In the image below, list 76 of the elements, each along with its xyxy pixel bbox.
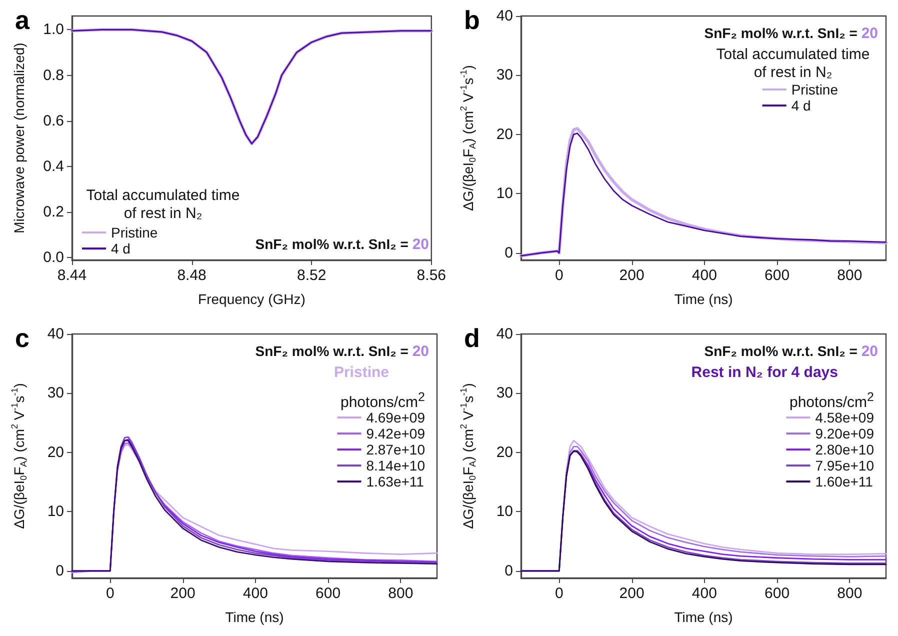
y-tick-label: 20 [47,444,64,461]
legend-title: photons/cm$^{2}$ [790,389,874,412]
legend-label: 7.95e+10 [815,458,874,474]
y-tick-label: 20 [496,444,513,461]
x-tick-label: 8.48 [177,267,206,284]
y-tick-label: 1.0 [43,21,64,38]
x-tick-label: 200 [170,585,196,602]
y-tick-label: 10 [496,503,513,520]
legend-label: 1.63e+11 [366,474,424,490]
legend-label: 4.69e+09 [366,410,426,426]
chart-title: a [15,5,30,35]
y-tick-label: 0 [504,244,513,262]
x-tick-label: 600 [316,585,341,602]
y-tick-label: 20 [496,126,513,143]
legend-label: 4 d [791,98,811,114]
y-tick-label: 30 [496,384,513,402]
text: Rest in N₂ for 4 days [691,364,838,382]
y-tick-label: 0 [56,562,64,580]
legend-title: Total accumulated time of rest in N₂ [85,187,241,223]
x-axis-title: Frequency (GHz) [198,291,306,307]
x-tick-label: 200 [619,585,644,602]
x-tick-label: 400 [692,585,717,602]
chart-title: b [464,5,480,35]
x-tick-label: 400 [242,585,268,602]
legend-title: Total accumulated time of rest in N₂ [715,46,871,82]
legend-label: 9.42e+09 [366,426,426,442]
x-tick-label: 0 [554,267,564,284]
legend-title: photons/cm$^{2}$ [340,389,425,412]
y-tick-label: 40 [47,326,64,342]
chart-title: c [15,323,30,353]
x-tick-label: 800 [837,585,862,602]
x-tick-label: 600 [764,585,790,602]
y-tick-label: 0 [504,562,513,580]
x-tick-label: 600 [764,267,790,284]
legend-label: 9.20e+09 [815,426,874,442]
legend-label: 2.87e+10 [366,442,426,458]
x-tick-label: 0 [554,585,564,602]
legend-label: 1.60e+11 [815,474,874,490]
x-axis-title: Time (ns) [674,291,733,307]
text: ΔG/(βeI0FA) (cm2 V-1s-1) [10,383,28,529]
y-tick-label: 0.4 [43,158,64,176]
legend-label: 2.80e+10 [815,442,874,458]
legend-label: Pristine [111,224,158,240]
x-tick-label: 8.52 [297,267,326,284]
y-axis-title: Microwave power (normalized) [11,42,27,234]
y-tick-label: 0.2 [43,204,64,221]
annotation: SnF₂ mol% w.r.t. SnI₂ = 20 [255,235,429,254]
legend-label: 8.14e+10 [366,458,426,474]
text: Pristine [334,364,389,382]
y-tick-label: 0.8 [43,66,64,84]
y-tick-label: 0.0 [43,249,64,266]
y-tick-label: 0.6 [43,112,64,130]
x-tick-label: 8.56 [416,267,446,284]
y-tick-label: 10 [47,503,64,520]
chart-title: d [464,323,480,353]
x-tick-label: 0 [106,585,114,602]
text: ΔG/(βeI0FA) (cm2 V-1s-1) [458,65,478,211]
x-axis-title: Time (ns) [225,609,284,625]
y-tick-label: 10 [496,185,513,202]
y-tick-label: 40 [496,8,513,24]
y-tick-label: 40 [496,326,513,342]
x-tick-label: 800 [837,267,862,284]
y-tick-label: 30 [47,384,64,402]
text: ΔG/(βeI0FA) (cm2 V-1s-1) [458,383,478,529]
annotation: SnF₂ mol% w.r.t. SnI₂ = 20 [704,24,878,43]
y-tick-label: 30 [496,66,513,84]
legend-label: Pristine [791,82,838,98]
annotation: SnF₂ mol% w.r.t. SnI₂ = 20 [704,342,878,361]
x-tick-label: 200 [619,267,644,284]
x-axis-title: Time (ns) [674,609,733,625]
legend-label: 4 d [111,240,130,256]
x-tick-label: 400 [692,267,717,284]
x-tick-label: 800 [388,585,414,602]
x-tick-label: 8.44 [57,267,87,284]
annotation: SnF₂ mol% w.r.t. SnI₂ = 20 [255,342,429,361]
legend-label: 4.58e+09 [815,410,874,426]
